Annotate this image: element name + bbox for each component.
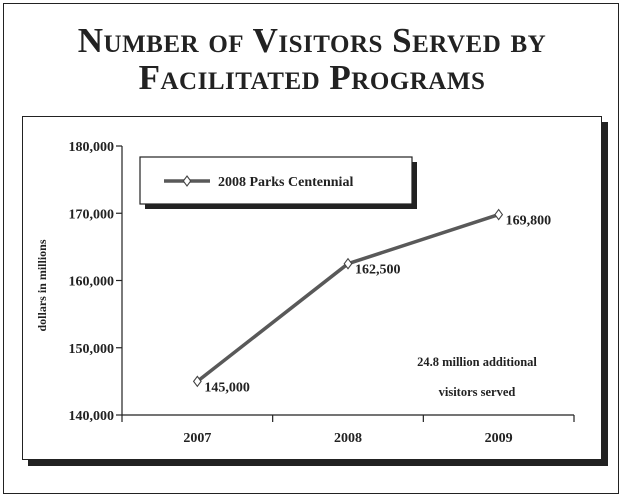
y-axis-label: dollars in millions	[35, 239, 49, 331]
annotation-line-2: visitors served	[439, 385, 516, 399]
chart-title-line-2: Facilitated Programs	[138, 58, 486, 97]
data-point-marker	[343, 257, 353, 270]
legend-marker-sample	[182, 175, 192, 187]
chart-title: Number of Visitors Served by Facilitated…	[0, 22, 624, 96]
data-label: 145,000	[204, 380, 250, 395]
x-tick-label: 2007	[183, 431, 211, 446]
data-label: 169,800	[506, 214, 551, 229]
data-point-marker	[192, 375, 202, 388]
y-tick-label: 180,000	[69, 140, 115, 155]
y-tick-label: 150,000	[69, 342, 115, 357]
x-tick-label: 2009	[485, 431, 513, 446]
y-tick-label: 140,000	[69, 409, 115, 424]
legend-label: 2008 Parks Centennial	[218, 175, 353, 190]
x-tick-label: 2008	[334, 431, 362, 446]
y-tick-label: 170,000	[69, 207, 115, 222]
chart-title-line-1: Number of Visitors Served by	[77, 21, 547, 60]
data-point-marker	[494, 208, 504, 221]
y-tick-label: 160,000	[69, 275, 115, 290]
annotation-line-1: 24.8 million additional	[417, 355, 537, 369]
data-label: 162,500	[355, 263, 401, 278]
